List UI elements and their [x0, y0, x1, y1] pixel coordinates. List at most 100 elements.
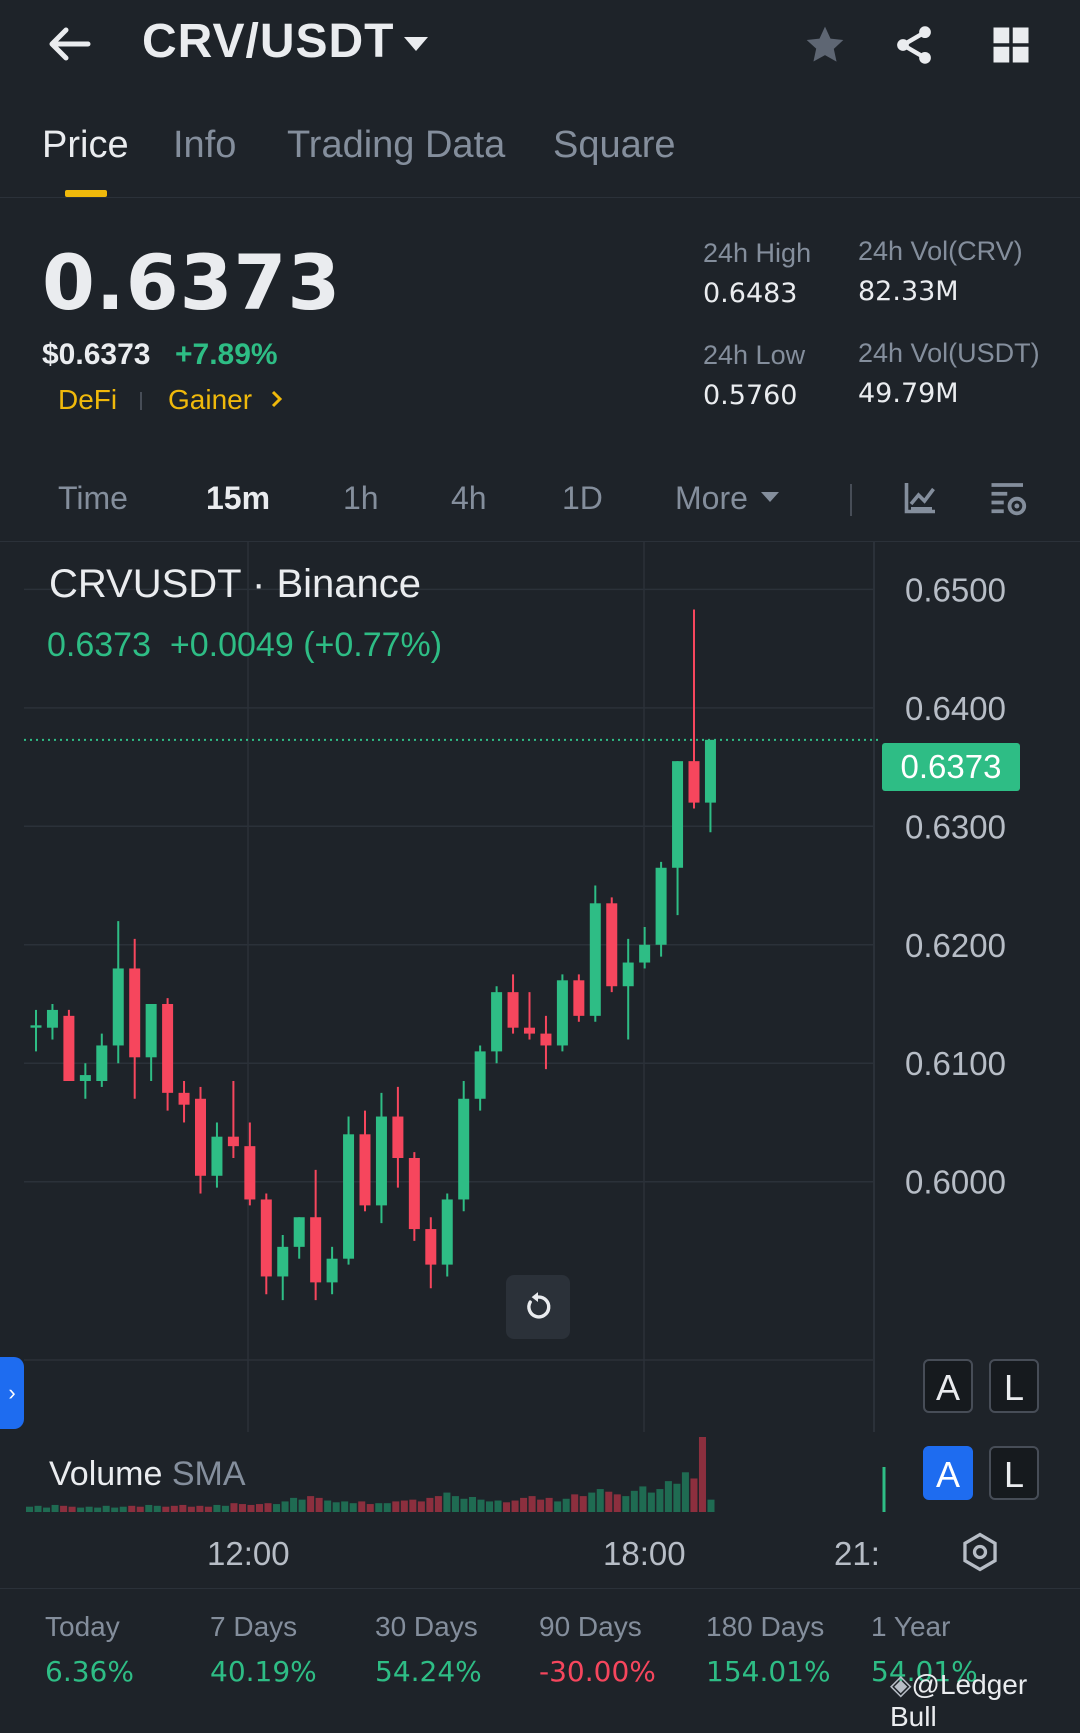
candle-body	[343, 1134, 355, 1259]
volume-bar	[707, 1499, 715, 1512]
volume-bar	[128, 1505, 136, 1512]
volume-bar	[179, 1504, 187, 1512]
volume-bar	[434, 1496, 442, 1512]
volume-bar	[443, 1492, 451, 1512]
interval-separator	[850, 484, 852, 516]
volume-bar	[238, 1504, 246, 1512]
log-scale-button[interactable]: L	[989, 1359, 1039, 1413]
interval-1h[interactable]: 1h	[343, 480, 379, 516]
candle-body	[524, 1027, 535, 1034]
volume-bar	[162, 1506, 170, 1512]
tab-info[interactable]: Info	[173, 124, 237, 166]
last-price: 0.6373	[42, 238, 342, 327]
chart-symbol: CRVUSDT · Binance	[49, 562, 421, 606]
ohlc-price: 0.6373	[47, 626, 151, 664]
top-bar: CRV/USDT	[0, 0, 1080, 90]
volume-bar	[230, 1503, 238, 1512]
y-tick-label: 0.6400	[905, 690, 1006, 727]
volume-bar	[60, 1505, 68, 1512]
volume-log-button[interactable]: L	[989, 1446, 1039, 1500]
candle-body	[195, 1098, 206, 1176]
perf-label-180d: 180 Days	[706, 1611, 825, 1642]
side-panel-handle[interactable]: ›	[0, 1357, 24, 1429]
chevron-down-icon[interactable]	[402, 28, 430, 62]
volume-bar	[375, 1503, 383, 1512]
interval-1d[interactable]: 1D	[562, 480, 603, 516]
interval-time[interactable]: Time	[58, 480, 128, 516]
grid-icon[interactable]	[984, 18, 1038, 72]
volume-bar	[451, 1496, 459, 1512]
volume-bar	[204, 1506, 212, 1512]
volume-bar	[187, 1506, 195, 1512]
candle-body	[392, 1116, 404, 1158]
auto-scale-button[interactable]: A	[923, 1359, 973, 1413]
volume-bar	[417, 1501, 425, 1512]
candle-body	[359, 1134, 371, 1206]
more-caret-icon[interactable]	[760, 490, 780, 509]
candle-body	[589, 903, 601, 1016]
chart-settings-icon[interactable]	[988, 478, 1030, 525]
volume-bar	[290, 1497, 298, 1512]
interval-more[interactable]: More	[675, 480, 748, 516]
chevron-right-icon[interactable]	[270, 388, 284, 416]
candle-body	[375, 1116, 387, 1206]
interval-15m[interactable]: 15m	[206, 480, 271, 516]
ohlc-change: +0.0049 (+0.77%)	[169, 626, 443, 664]
candlestick-chart[interactable]: 0.6500 0.6400 0.6300 0.6200 0.6100 0.6000	[0, 542, 1080, 1587]
pair-title[interactable]: CRV/USDT	[142, 15, 395, 68]
tag-defi[interactable]: DeFi	[58, 384, 118, 415]
volume-bar	[630, 1490, 638, 1512]
candle-body	[162, 1004, 174, 1093]
volume-bar	[358, 1501, 366, 1512]
tag-gainer[interactable]: Gainer	[168, 384, 253, 415]
volume-bar	[426, 1497, 434, 1512]
volume-bar	[341, 1501, 349, 1512]
perf-label-today: Today	[45, 1611, 120, 1642]
divider	[0, 1588, 1080, 1589]
volume-label: Volume SMA	[49, 1455, 246, 1494]
volume-bar	[77, 1507, 85, 1512]
volume-bar	[366, 1504, 374, 1512]
share-icon[interactable]	[887, 18, 941, 72]
candle-body	[408, 1158, 420, 1230]
volume-bar	[34, 1505, 42, 1512]
vol-base-label: 24h Vol(CRV)	[858, 236, 1023, 266]
back-arrow-icon[interactable]	[44, 18, 96, 70]
candle-body	[178, 1092, 190, 1105]
candle-body	[310, 1217, 322, 1283]
tab-square[interactable]: Square	[553, 124, 676, 166]
candle-body	[211, 1136, 223, 1176]
reset-icon	[527, 1292, 551, 1319]
vol-quote-value: 49.79M	[858, 378, 959, 409]
x-label-1200: 12:00	[207, 1535, 290, 1572]
tag-separator	[140, 392, 142, 410]
volume-bar	[119, 1506, 127, 1512]
reset-chart-button[interactable]	[506, 1275, 570, 1339]
vol-quote-label: 24h Vol(USDT)	[858, 338, 1040, 368]
volume-bar	[562, 1498, 570, 1512]
volume-auto-button[interactable]: A	[923, 1446, 973, 1500]
volume-bar	[324, 1500, 332, 1512]
tab-trading-data[interactable]: Trading Data	[287, 124, 506, 166]
volume-bar	[605, 1491, 613, 1512]
high-label: 24h High	[703, 238, 812, 268]
volume-bar	[307, 1496, 315, 1512]
low-value: 0.5760	[703, 380, 798, 411]
volume-bar	[136, 1506, 144, 1512]
volume-bar	[494, 1500, 502, 1512]
candle-body	[293, 1217, 305, 1247]
volume-bar	[281, 1501, 289, 1512]
perf-value-today: 6.36%	[45, 1655, 134, 1688]
tab-price[interactable]: Price	[42, 124, 129, 166]
volume-bar	[664, 1481, 672, 1512]
interval-4h[interactable]: 4h	[451, 480, 487, 516]
candle-body	[425, 1229, 437, 1265]
volume-bar	[511, 1500, 519, 1512]
star-icon[interactable]	[798, 18, 852, 72]
chart-gear-icon[interactable]	[958, 1530, 1002, 1579]
candle-body	[622, 962, 634, 987]
volume-bar	[596, 1489, 604, 1512]
volume-bar	[213, 1504, 221, 1512]
perf-label-7d: 7 Days	[210, 1611, 298, 1642]
indicator-chart-icon[interactable]	[902, 480, 938, 521]
